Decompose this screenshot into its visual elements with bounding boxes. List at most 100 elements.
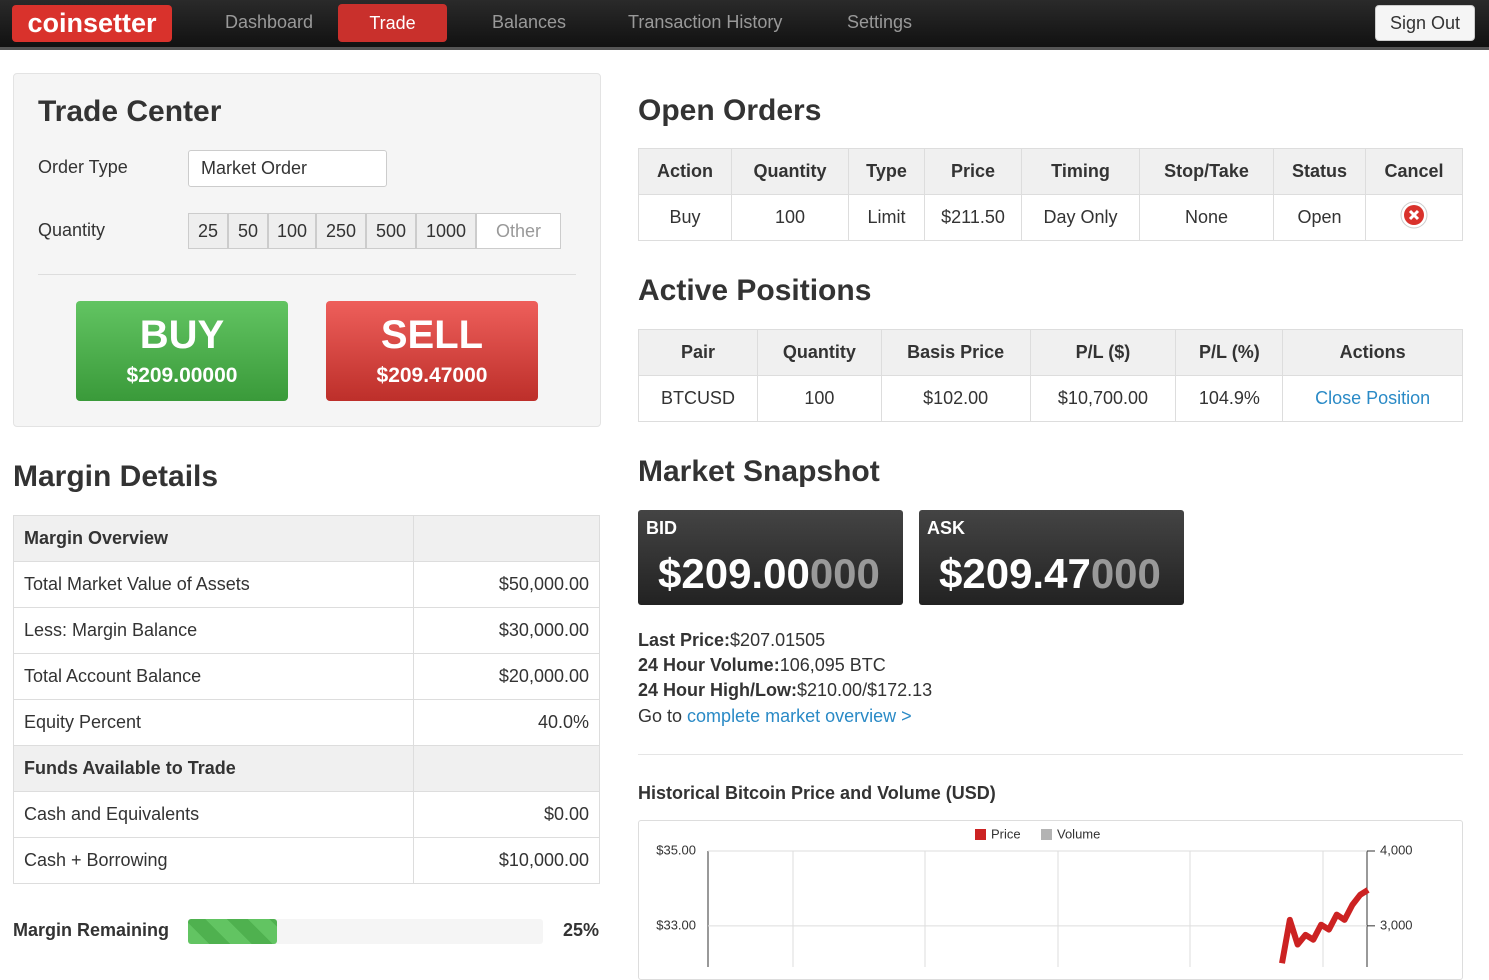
price-tail: 000	[1090, 550, 1161, 597]
cell: Close Position	[1282, 375, 1463, 422]
section-title: Market Snapshot	[638, 455, 880, 488]
close-position-link[interactable]: Close Position	[1315, 388, 1431, 408]
section-row: Margin Overview	[13, 515, 600, 562]
cancel-icon[interactable]	[1399, 200, 1429, 230]
cell: $50,000.00	[413, 561, 600, 608]
buy-price[interactable]: $209.00000	[126, 364, 238, 387]
y-tick-label: $35.00	[656, 842, 696, 857]
positions-table: Pair Quantity Basis Price P/L ($) P/L (%) Act…	[638, 329, 1463, 422]
y2-tick-label: 3,000	[1380, 917, 1413, 932]
column-header: Cancel	[1365, 148, 1463, 195]
quantity-button[interactable]: 50	[228, 213, 268, 249]
section-title: Trade Center	[38, 95, 222, 128]
quantity-input[interactable]: Other	[476, 213, 561, 249]
margin-table: Margin Overview Total Market Value of Ass…	[13, 515, 600, 884]
price-main: $209.00	[658, 550, 810, 597]
quantity-button[interactable]: 100	[268, 213, 316, 249]
text: Go to	[638, 706, 683, 726]
ask-box: ASK $209.47000	[919, 510, 1184, 605]
column-header: P/L (%)	[1175, 329, 1284, 376]
buy-button[interactable]: BUY $209.00000	[76, 301, 288, 401]
nav-item[interactable]: Dashboard	[225, 12, 314, 32]
cell: Equity Percent	[13, 699, 414, 746]
label: Order Type	[38, 157, 128, 177]
section-title: Active Positions	[638, 274, 872, 307]
stat-value: $210.00/$172.13	[797, 680, 933, 700]
cell: $30,000.00	[413, 607, 600, 654]
section-heading: Margin Overview	[13, 515, 414, 562]
legend-label: Price	[991, 826, 1021, 841]
stat-line: 24 Hour High/Low:$210.00/$172.13	[638, 680, 932, 701]
cell: Open	[1273, 194, 1366, 241]
section-row: Funds Available to Trade	[13, 745, 600, 792]
sign-out-button[interactable]: Sign Out	[1375, 5, 1475, 41]
cell: Cash + Borrowing	[13, 837, 414, 884]
stat-line: 24 Hour Volume:106,095 BTC	[638, 655, 886, 676]
cell: Buy	[638, 194, 732, 241]
stat-line: Last Price:$207.01505	[638, 630, 825, 651]
quantity-button[interactable]: 1000	[416, 213, 476, 249]
column-header: Basis Price	[880, 329, 1031, 376]
progress-label: 25%	[563, 920, 600, 940]
cell: $20,000.00	[413, 653, 600, 700]
section-title: Open Orders	[638, 94, 822, 127]
cell: 104.9%	[1175, 375, 1284, 422]
row: Cash + Borrowing $10,000.00	[13, 837, 600, 884]
cell: Total Account Balance	[13, 653, 414, 700]
stat-value: $207.01505	[730, 630, 826, 650]
y-tick-label: $33.00	[656, 917, 696, 932]
nav-label[interactable]: Trade	[369, 13, 416, 33]
label: Margin Remaining	[13, 920, 170, 940]
brand[interactable]: coinsetter	[12, 5, 172, 42]
column-header: Quantity	[756, 329, 882, 376]
row: Total Market Value of Assets $50,000.00	[13, 561, 600, 608]
nav-item-active[interactable]: Trade	[338, 4, 447, 42]
sell-label[interactable]: SELL	[380, 313, 484, 357]
bid-box: BID $209.00000	[638, 510, 903, 605]
divider	[638, 754, 1463, 755]
quantity-button[interactable]: 25	[188, 213, 228, 249]
cell: $102.00	[880, 375, 1031, 422]
quantity-button[interactable]: 250	[316, 213, 366, 249]
bid-price: $209.00000	[658, 550, 880, 598]
navbar	[0, 0, 1489, 50]
stat-label: 24 Hour Volume:	[638, 655, 780, 675]
bid-label: BID	[646, 518, 677, 538]
cell: Day Only	[1021, 194, 1140, 241]
cell: Total Market Value of Assets	[13, 561, 414, 608]
legend-swatch	[975, 829, 986, 840]
cell	[1365, 194, 1463, 241]
price-line	[1279, 887, 1370, 964]
column-header: P/L ($)	[1029, 329, 1177, 376]
legend-swatch	[1041, 829, 1052, 840]
price-main: $209.47	[939, 550, 1091, 597]
cell: 100	[756, 375, 882, 422]
cell	[413, 515, 600, 562]
row: Buy 100 Limit $211.50 Day Only None Open	[638, 194, 1463, 241]
ask-price: $209.47000	[939, 550, 1161, 598]
buy-label[interactable]: BUY	[139, 313, 225, 357]
row: Equity Percent 40.0%	[13, 699, 600, 746]
row: Total Account Balance $20,000.00	[13, 653, 600, 700]
orders-table: Action Quantity Type Price Timing Stop/Take St…	[638, 148, 1463, 241]
nav-item[interactable]: Balances	[492, 12, 567, 32]
ask-label: ASK	[927, 518, 966, 538]
column-header: Status	[1273, 148, 1366, 195]
header-row: Action Quantity Type Price Timing Stop/Take St…	[638, 148, 1463, 195]
y2-tick-label: 4,000	[1380, 842, 1413, 857]
sell-button[interactable]: SELL $209.47000	[326, 301, 538, 401]
cell: Limit	[848, 194, 925, 241]
section-heading: Funds Available to Trade	[13, 745, 414, 792]
overview-link[interactable]: complete market overview >	[687, 706, 912, 726]
sell-price[interactable]: $209.47000	[376, 364, 488, 387]
label: Quantity	[38, 220, 106, 240]
cell	[413, 745, 600, 792]
cell: Less: Margin Balance	[13, 607, 414, 654]
nav-item[interactable]: Transaction History	[628, 12, 783, 32]
quantity-button[interactable]: 500	[366, 213, 416, 249]
nav-item[interactable]: Settings	[847, 12, 913, 32]
row: Less: Margin Balance $30,000.00	[13, 607, 600, 654]
order-type-select[interactable]: Market Order	[188, 150, 387, 187]
